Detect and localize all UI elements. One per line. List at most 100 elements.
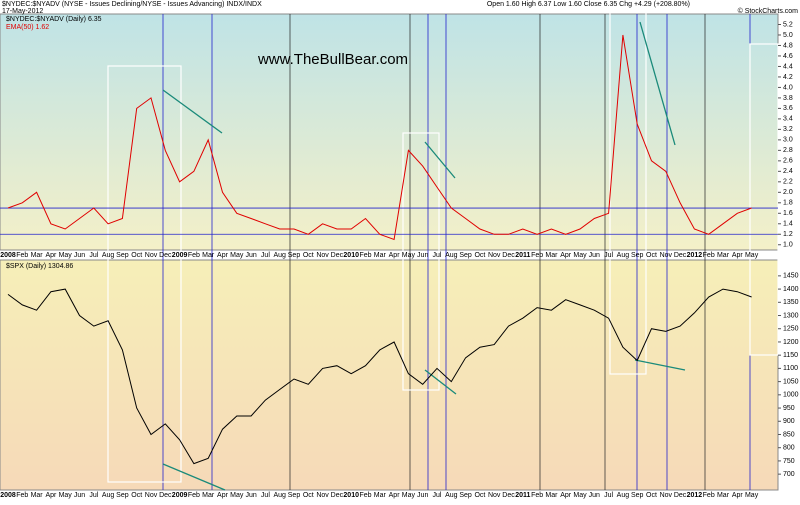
x-tick-label: Mar: [717, 252, 730, 259]
y-tick-label: 1.8: [783, 200, 793, 207]
x-tick-label: Feb: [188, 492, 200, 499]
y-tick-label: 3.0: [783, 137, 793, 144]
x-tick-label: Aug: [445, 252, 458, 259]
x-tick-label: Mar: [202, 252, 215, 259]
x-tick-label: May: [573, 492, 587, 499]
y-tick-label: 1000: [783, 392, 799, 399]
x-tick-label: May: [402, 492, 416, 499]
x-tick-label: Sep: [116, 492, 129, 499]
x-tick-label: Nov: [488, 252, 501, 259]
y-tick-label: 1.4: [783, 221, 793, 228]
trend-line: [639, 21, 676, 146]
data-line: [7, 34, 752, 241]
x-tick-label: Aug: [273, 252, 286, 259]
y-tick-label: 4.2: [783, 74, 793, 81]
y-tick-label: 1400: [783, 286, 799, 293]
x-tick-label: 2008: [0, 252, 16, 259]
x-tick-label: 2012: [687, 492, 703, 499]
annotations: [107, 11, 779, 491]
x-tick-label: Oct: [303, 252, 314, 259]
x-tick-label: May: [59, 252, 73, 259]
x-tick-label: Apr: [217, 252, 229, 259]
x-tick-label: Jul: [261, 492, 270, 499]
y-tick-label: 1100: [783, 365, 798, 372]
x-tick-label: Sep: [116, 252, 129, 259]
x-tick-label: Mar: [202, 492, 215, 499]
x-tick-label: Jun: [74, 252, 85, 259]
y-tick-label: 3.8: [783, 95, 793, 102]
x-tick-label: 2009: [172, 252, 188, 259]
header-title: $NYDEC:$NYADV (NYSE - Issues Declining/N…: [2, 1, 262, 8]
x-tick-label: Jun: [74, 492, 85, 499]
highlight-box: [107, 65, 182, 483]
x-tick-label: Jun: [417, 492, 428, 499]
y-tick-label: 700: [783, 471, 795, 478]
y-tick-label: 2.8: [783, 147, 793, 154]
x-tick-label: Nov: [488, 492, 501, 499]
y-tick-label: 2.6: [783, 158, 793, 165]
highlight-box: [402, 132, 440, 391]
y-tick-label: 5.0: [783, 32, 793, 39]
y-tick-label: 2.4: [783, 168, 793, 175]
x-tick-label: 2011: [515, 492, 530, 499]
trend-line: [162, 89, 223, 134]
header-date: 17-May-2012: [2, 8, 43, 15]
x-tick-label: 2012: [687, 252, 703, 259]
y-tick-label: 2.0: [783, 189, 793, 196]
x-tick-label: Jul: [89, 252, 98, 259]
y-tick-label: 1200: [783, 339, 799, 346]
x-tick-label: May: [402, 252, 416, 259]
x-tick-label: Feb: [703, 252, 715, 259]
x-tick-label: Aug: [617, 252, 630, 259]
x-tick-label: May: [59, 492, 73, 499]
x-tick-label: Nov: [145, 252, 158, 259]
x-tick-label: Feb: [703, 492, 715, 499]
x-tick-label: Apr: [732, 492, 744, 499]
x-tick-label: Jun: [245, 252, 256, 259]
x-tick-label: Sep: [631, 492, 644, 499]
x-tick-label: Dec: [674, 252, 687, 259]
x-tick-label: Oct: [131, 492, 142, 499]
x-tick-label: May: [745, 252, 759, 259]
x-tick-label: Feb: [531, 492, 543, 499]
x-tick-label: Sep: [288, 492, 301, 499]
x-tick-label: Jun: [589, 492, 600, 499]
x-tick-label: Apr: [389, 252, 401, 259]
trend-line: [634, 359, 686, 371]
x-tick-label: Mar: [545, 492, 558, 499]
x-tick-label: Mar: [31, 252, 44, 259]
y-tick-label: 1450: [783, 273, 799, 280]
watermark: www.TheBullBear.com: [257, 51, 408, 68]
x-tick-label: 2008: [0, 492, 16, 499]
y-tick-label: 4.0: [783, 84, 793, 91]
panel-bottom: [0, 259, 779, 491]
x-tick-label: Dec: [502, 252, 515, 259]
y-tick-label: 1050: [783, 378, 799, 385]
y-tick-label: 1250: [783, 326, 799, 333]
x-tick-label: Sep: [459, 492, 472, 499]
legend-entry: $SPX (Daily) 1304.86: [6, 263, 73, 270]
y-tick-label: 4.4: [783, 63, 793, 70]
trend-line: [162, 463, 226, 491]
x-tick-label: Aug: [445, 492, 458, 499]
x-tick-label: Oct: [646, 252, 657, 259]
x-tick-label: Jul: [261, 252, 270, 259]
x-tick-label: Nov: [316, 492, 329, 499]
x-tick-label: Dec: [331, 252, 344, 259]
y-tick-label: 1350: [783, 299, 799, 306]
y-tick-label: 800: [783, 445, 795, 452]
y-tick-label: 750: [783, 458, 795, 465]
legend-entry: EMA(50) 1.62: [6, 24, 49, 31]
x-tick-label: Apr: [45, 252, 57, 259]
x-tick-label: 2010: [343, 252, 359, 259]
legend-entry: $NYDEC:$NYADV (Daily) 6.35: [6, 16, 102, 23]
x-tick-label: Apr: [389, 492, 401, 499]
x-tick-label: Feb: [188, 252, 200, 259]
x-tick-label: May: [745, 492, 759, 499]
trend-line: [424, 369, 457, 395]
x-tick-label: May: [230, 252, 244, 259]
x-tick-label: Oct: [646, 492, 657, 499]
x-tick-label: Mar: [717, 492, 730, 499]
y-tick-label: 4.6: [783, 53, 793, 60]
